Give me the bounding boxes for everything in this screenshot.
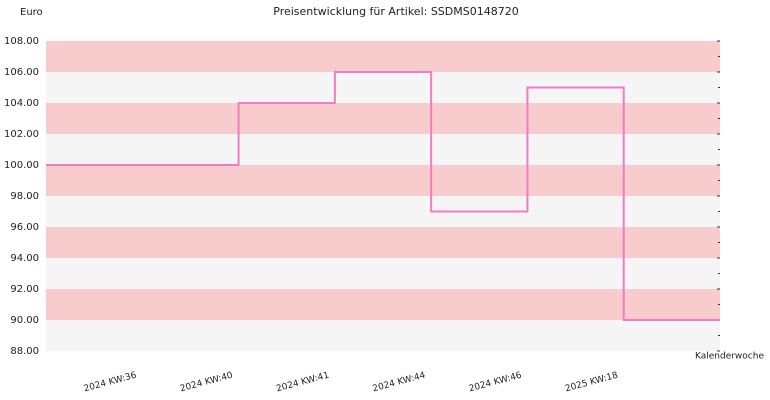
y-tick-label: 96.00 [10, 222, 39, 233]
x-tick-label: 2024 KW:46 [468, 371, 523, 395]
y-tick-label: 102.00 [4, 129, 39, 140]
y-tick-label: 106.00 [4, 67, 39, 78]
y-tick-label: 88.00 [10, 346, 39, 357]
y-tick-label: 104.00 [4, 98, 39, 109]
band [46, 320, 720, 351]
band [46, 165, 720, 196]
y-axis-label: Euro [20, 7, 43, 18]
y-tick-label: 98.00 [10, 191, 39, 202]
x-tick-label: 2024 KW:41 [275, 371, 330, 395]
price-line [46, 71, 720, 321]
band [46, 41, 720, 72]
x-tick-label: 2024 KW:36 [83, 371, 138, 395]
band [46, 134, 720, 165]
x-tick-label: 2024 KW:40 [179, 371, 234, 395]
band [46, 196, 720, 227]
y-tick-label: 94.00 [10, 253, 39, 264]
x-tick-label: 2025 KW:18 [564, 371, 619, 395]
band [46, 258, 720, 289]
y-tick-label: 100.00 [4, 160, 39, 171]
y-tick-label: 108.00 [4, 36, 39, 47]
y-tick-label: 92.00 [10, 284, 39, 295]
x-tick-label: 2024 KW:44 [372, 371, 427, 395]
chart-title: Preisentwicklung für Artikel: SSDMS01487… [273, 5, 518, 18]
y-tick-label: 90.00 [10, 315, 39, 326]
x-axis-label: Kalenderwoche [695, 352, 764, 362]
band [46, 103, 720, 134]
band [46, 289, 720, 320]
band [46, 227, 720, 258]
